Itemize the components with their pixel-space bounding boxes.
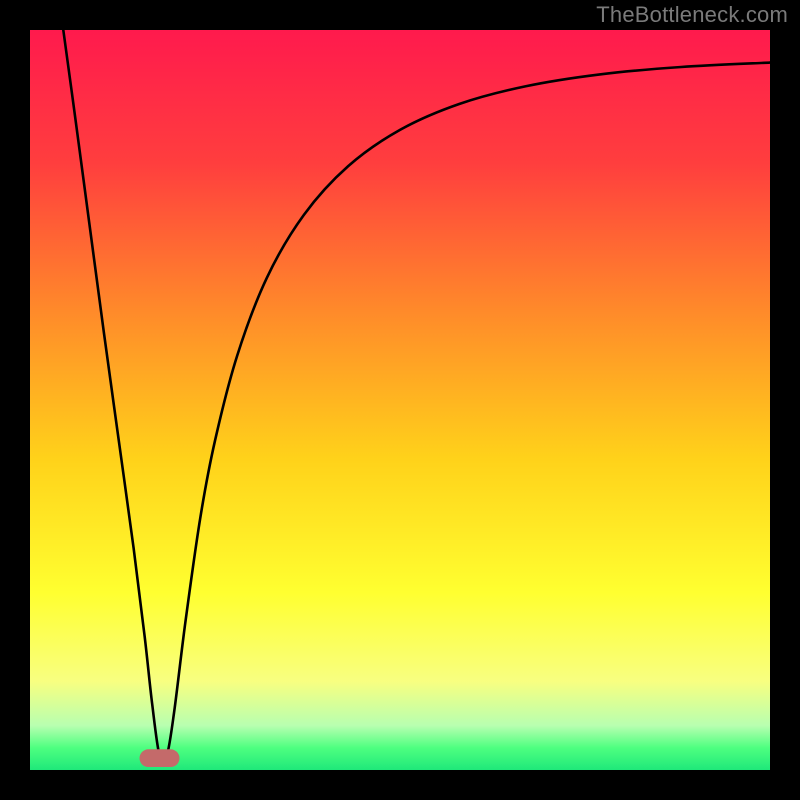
watermark-text: TheBottleneck.com — [596, 2, 788, 28]
chart-container: TheBottleneck.com — [0, 0, 800, 800]
optimum-marker — [140, 749, 180, 767]
bottleneck-chart — [0, 0, 800, 800]
plot-background — [30, 30, 770, 770]
